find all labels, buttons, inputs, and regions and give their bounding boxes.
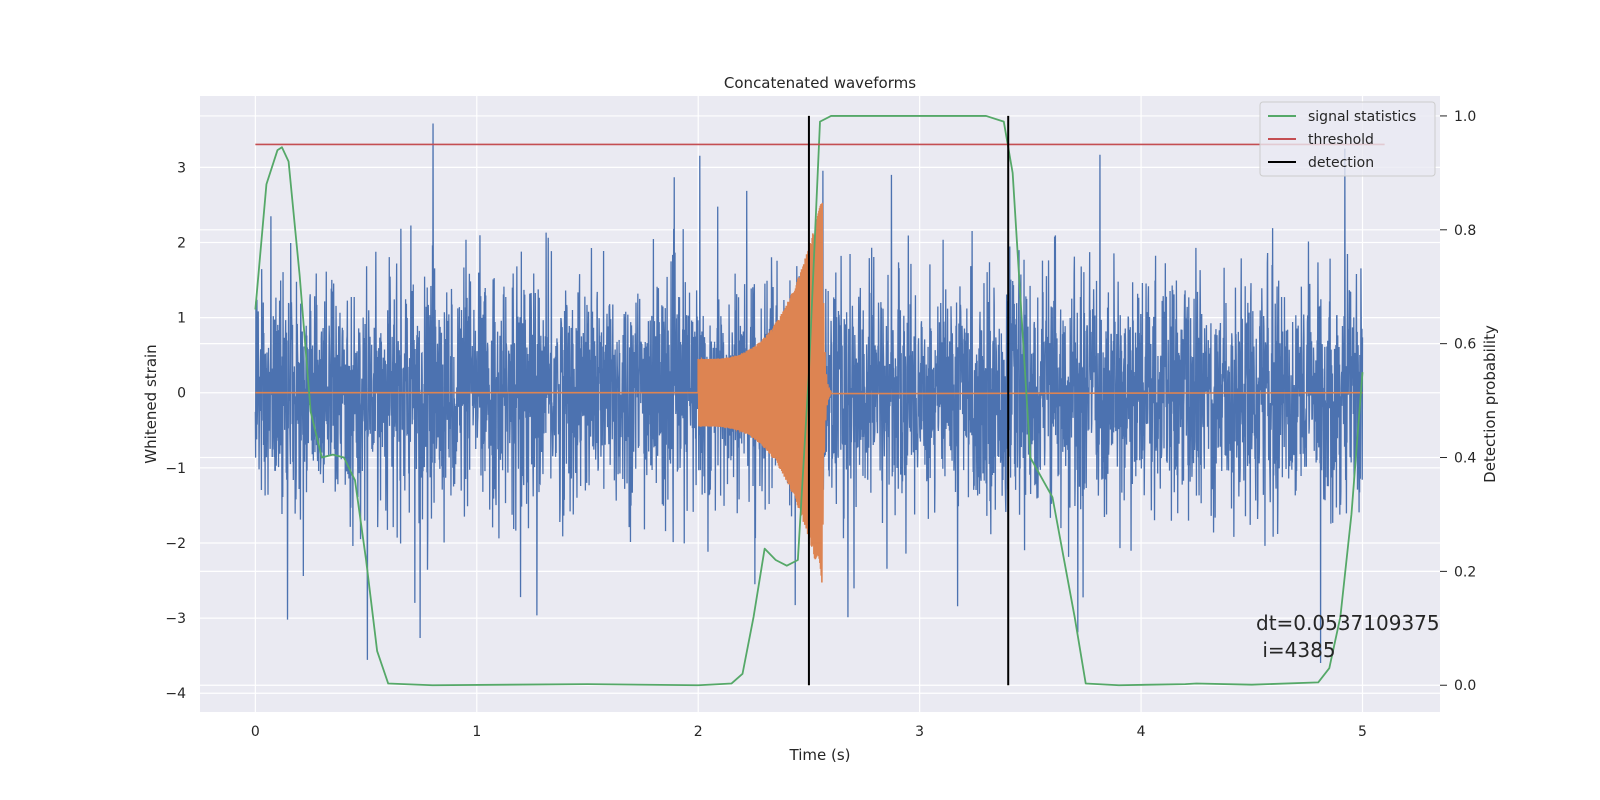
x-tick-label: 3: [915, 724, 924, 740]
x-tick-label: 0: [251, 724, 260, 740]
y-axis-label-left: Whitened strain: [142, 344, 160, 463]
y-tick-label-left: −2: [165, 536, 186, 552]
y-tick-label-left: −1: [165, 461, 186, 477]
y-tick-label-right: 1.0: [1454, 109, 1476, 125]
legend-box: [1259, 101, 1436, 177]
series-signal-statistics: [254, 115, 1364, 687]
y-tick-label-left: −3: [165, 611, 186, 627]
x-tick-label: 2: [694, 724, 703, 740]
legend-label-signal-statistics: signal statistics: [1308, 109, 1416, 125]
legend-label-detection: detection: [1308, 155, 1374, 171]
x-tick-label: 1: [472, 724, 481, 740]
y-tick-label-right: 0.4: [1454, 451, 1476, 467]
y-tick-label-right: 0.2: [1454, 564, 1476, 580]
x-tick-label: 4: [1137, 724, 1146, 740]
y-tick-label-left: 2: [177, 235, 186, 251]
y-tick-label-right: 0.0: [1454, 678, 1476, 694]
y-tick-label-left: 3: [177, 160, 186, 176]
annotation-i: i=4385: [1256, 638, 1336, 662]
y-tick-label-left: −4: [165, 686, 186, 702]
y-tick-label-right: 0.6: [1454, 337, 1476, 353]
chart-title: Concatenated waveforms: [724, 74, 916, 92]
x-tick-label: 5: [1358, 724, 1367, 740]
y-tick-label-left: 1: [177, 311, 186, 327]
tick-layer: 0 1 2 3 4 5 −4 −3 −2 −1 0 1 2 3 0.0 0.2 0.4 0.6 0.8 1.0: [165, 109, 1476, 740]
annotation-dt: dt=0.0537109375: [1256, 611, 1440, 635]
y-tick-label-left: 0: [177, 386, 186, 402]
legend: signal statistics threshold detection: [1259, 101, 1436, 177]
legend-label-threshold: threshold: [1308, 132, 1374, 148]
series-layer: [254, 115, 1385, 687]
x-axis-label: Time (s): [789, 746, 851, 764]
y-tick-label-right: 0.8: [1454, 223, 1476, 239]
y-axis-label-right: Detection probability: [1481, 325, 1499, 483]
